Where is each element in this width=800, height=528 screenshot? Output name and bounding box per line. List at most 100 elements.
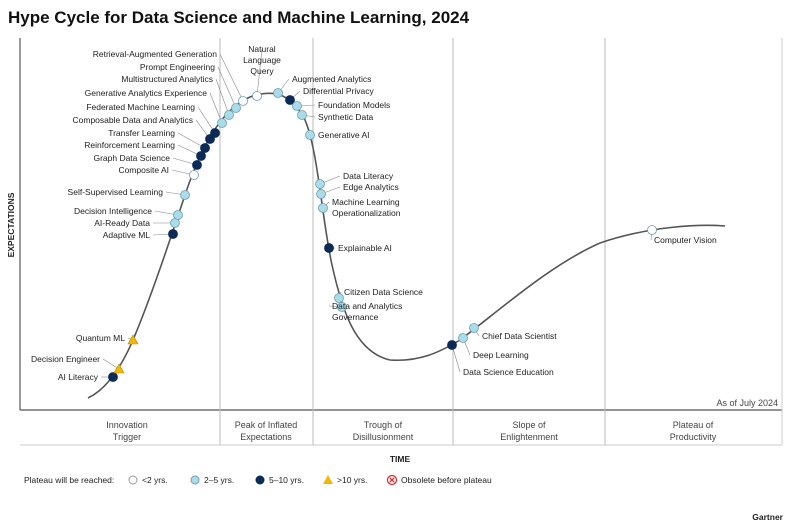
legend-label: >10 yrs. (337, 475, 367, 485)
transfer-learning-marker (200, 143, 210, 153)
technology-label: Quantum ML (76, 333, 125, 343)
technology-label: Composite AI (118, 165, 169, 175)
technology-label: Citizen Data Science (344, 287, 423, 297)
gartner-logo: Gartner (752, 512, 783, 522)
leader-line (215, 78, 230, 116)
technology-label: Chief Data Scientist (482, 331, 557, 341)
legend-label: 2–5 yrs. (204, 475, 234, 485)
computer-vision-marker (647, 225, 657, 235)
technology-label: Adaptive ML (103, 230, 151, 240)
leader-line (197, 106, 216, 134)
technology-label: Decision Engineer (31, 354, 100, 364)
technology-label: Generative AI (318, 130, 370, 140)
technology-label: Edge Analytics (343, 182, 399, 192)
technology-label: Deep Learning (473, 350, 529, 360)
adaptive-ml-marker (168, 229, 178, 239)
chief-data-scientist-marker (469, 323, 479, 333)
technology-label: Prompt Engineering (140, 62, 215, 72)
technology-label: Federated Machine Learning (86, 102, 195, 112)
data-literacy-marker (315, 179, 325, 189)
technology-label: Natural Language Query (243, 44, 281, 76)
ai-literacy-marker (108, 372, 118, 382)
technology-label: AI Literacy (58, 372, 99, 382)
decision-engineer-marker (113, 363, 125, 374)
technology-label: Composable Data and Analytics (73, 115, 194, 125)
multistructured-analytics-marker (224, 110, 234, 120)
as-of-date: As of July 2024 (716, 398, 778, 408)
federated-machine-learning-marker (210, 128, 220, 138)
legend-title: Plateau will be reached: (24, 475, 114, 485)
legend-label: 5–10 yrs. (269, 475, 304, 485)
technology-label: Generative Analytics Experience (85, 88, 208, 98)
technology-label: Transfer Learning (108, 128, 175, 138)
retrieval-augmented-generation-marker (238, 96, 248, 106)
differential-privacy-marker (285, 95, 295, 105)
x-axis-label: TIME (390, 454, 411, 464)
leader-line (219, 53, 244, 102)
citizen-data-science-marker (334, 293, 344, 303)
quantum-ml-marker (127, 334, 139, 345)
machine-learning-operationalization-marker (318, 203, 328, 213)
generative-ai-marker (305, 130, 315, 140)
technology-label: Data Literacy (343, 171, 394, 181)
phase-label: Peak of Inflated (235, 420, 298, 430)
legend-label: Obsolete before plateau (401, 475, 492, 485)
phase-label: Trigger (113, 432, 141, 442)
self-supervised-learning-marker (180, 190, 190, 200)
technology-label: Differential Privacy (303, 86, 374, 96)
synthetic-data-marker (297, 110, 307, 120)
legend-triangle-icon (323, 475, 333, 484)
edge-analytics-marker (316, 189, 326, 199)
technology-label: Reinforcement Learning (84, 140, 175, 150)
technology-label: Synthetic Data (318, 112, 374, 122)
explainable-ai-marker (324, 243, 334, 253)
legend-light-icon (190, 475, 200, 485)
legend-x-icon (389, 477, 395, 483)
natural-language-query-marker (252, 91, 262, 101)
hype-curve (87, 92, 726, 399)
phase-label: Plateau of (673, 420, 714, 430)
reinforcement-learning-marker (196, 151, 206, 161)
page-title: Hype Cycle for Data Science and Machine … (8, 8, 470, 27)
technology-label: Data and Analytics Governance (332, 301, 402, 322)
foundation-models-marker (292, 101, 302, 111)
technology-label: Augmented Analytics (292, 74, 371, 84)
technology-label: Graph Data Science (93, 153, 170, 163)
leader-line (209, 92, 223, 124)
leader-line (102, 358, 120, 370)
generative-analytics-experience-marker (217, 118, 227, 128)
data-science-education-marker (447, 340, 457, 350)
technology-label: Decision Intelligence (74, 206, 152, 216)
technology-label: AI-Ready Data (94, 218, 150, 228)
phase-label: Innovation (106, 420, 148, 430)
leader-line (217, 66, 237, 109)
technology-label: Explainable AI (338, 243, 392, 253)
phase-label: Disillusionment (353, 432, 414, 442)
deep-learning-marker (458, 333, 468, 343)
technology-label: Computer Vision (654, 235, 717, 245)
decision-intelligence-marker (173, 210, 183, 220)
technology-label: Foundation Models (318, 100, 390, 110)
technology-label: Data Science Education (463, 367, 554, 377)
legend-label: <2 yrs. (142, 475, 168, 485)
augmented-analytics-marker (273, 88, 283, 98)
data-and-analytics-governance-marker (337, 302, 347, 312)
phase-label: Trough of (364, 420, 403, 430)
phase-label: Expectations (240, 432, 292, 442)
legend-dark-icon (255, 475, 265, 485)
phase-label: Productivity (670, 432, 717, 442)
phase-label: Enlightenment (500, 432, 558, 442)
technology-label: Machine Learning Operationalization (332, 197, 401, 218)
graph-data-science-marker (192, 160, 202, 170)
technology-label: Retrieval-Augmented Generation (93, 49, 218, 59)
leader-line (177, 132, 206, 149)
leader-line (256, 48, 263, 97)
technology-label: Self-Supervised Learning (68, 187, 164, 197)
prompt-engineering-marker (231, 103, 241, 113)
technology-label: Multistructured Analytics (121, 74, 213, 84)
y-axis-label: EXPECTATIONS (6, 192, 16, 257)
legend-white-icon (128, 475, 138, 485)
phase-label: Slope of (512, 420, 546, 430)
